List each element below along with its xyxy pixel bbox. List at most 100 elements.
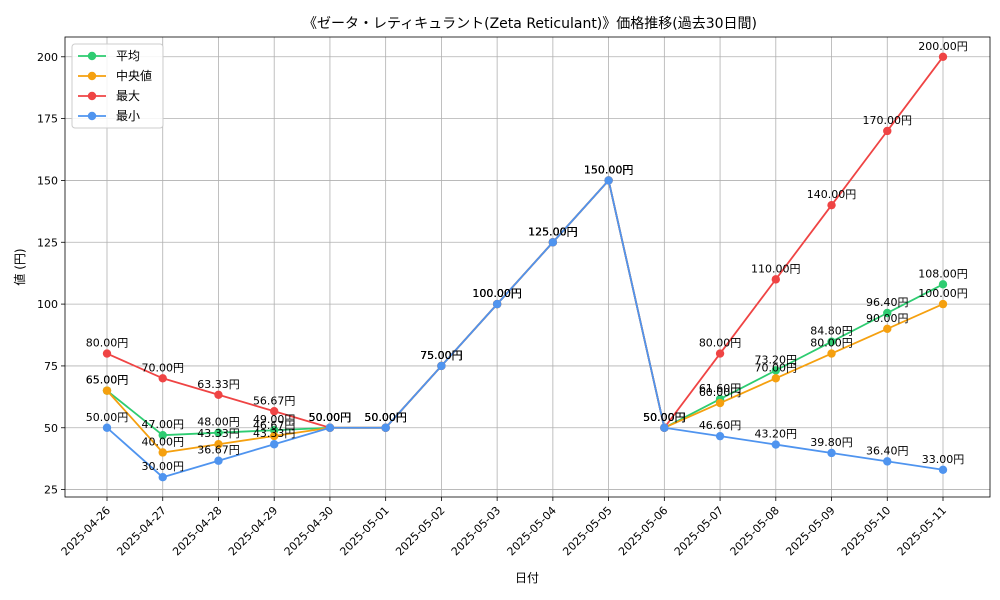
legend-swatch-marker bbox=[87, 111, 97, 121]
legend-item: 最小 bbox=[78, 109, 140, 123]
data-label: 140.00円 bbox=[807, 188, 857, 201]
data-point bbox=[214, 428, 223, 437]
data-point bbox=[381, 423, 390, 432]
x-tick-label: 2025-04-27 bbox=[114, 504, 168, 558]
data-label: 96.40円 bbox=[866, 296, 909, 309]
x-tick-label: 2025-05-09 bbox=[783, 504, 837, 558]
y-axis-label: 値 (円) bbox=[12, 248, 27, 285]
data-label: 50.00円 bbox=[643, 411, 686, 424]
x-tick-label: 2025-05-08 bbox=[728, 504, 782, 558]
data-point bbox=[270, 407, 279, 416]
data-label: 100.00円 bbox=[918, 287, 968, 300]
data-label: 46.60円 bbox=[699, 419, 742, 432]
grid bbox=[65, 37, 990, 497]
x-tick-label: 2025-05-07 bbox=[672, 504, 726, 558]
data-label: 75.00円 bbox=[420, 349, 463, 362]
data-point bbox=[158, 374, 167, 383]
data-label: 36.67円 bbox=[197, 444, 240, 457]
data-point bbox=[325, 423, 335, 432]
legend-box bbox=[71, 43, 164, 129]
x-tick-label: 2025-04-28 bbox=[170, 504, 224, 558]
data-label: 73.20円 bbox=[755, 353, 798, 366]
y-tick-label: 100 bbox=[37, 298, 58, 311]
data-label: 75.00円 bbox=[420, 349, 463, 362]
data-point bbox=[771, 366, 780, 375]
data-label: 33.00円 bbox=[922, 453, 965, 466]
data-label: 100.00円 bbox=[472, 287, 522, 300]
y-axis: 25 50 75 100 125 150 175 200 bbox=[37, 51, 65, 497]
y-tick-label: 150 bbox=[37, 174, 58, 187]
data-label: 150.00円 bbox=[584, 163, 634, 176]
data-label: 49.00円 bbox=[253, 413, 296, 426]
data-point bbox=[827, 349, 836, 358]
x-tick-label: 2025-05-02 bbox=[393, 504, 447, 558]
data-label: 80.00円 bbox=[86, 337, 129, 350]
data-label: 30.00円 bbox=[141, 460, 184, 473]
series-line bbox=[106, 178, 944, 454]
y-tick-label: 25 bbox=[44, 484, 58, 497]
data-label: 50.00円 bbox=[364, 411, 407, 424]
data-point bbox=[715, 398, 725, 408]
data-point bbox=[715, 349, 725, 358]
legend-label: 最大 bbox=[116, 89, 140, 103]
legend-swatch-marker bbox=[87, 71, 97, 81]
data-point bbox=[883, 457, 892, 466]
data-label: 108.00円 bbox=[918, 267, 968, 280]
x-tick-label: 2025-04-26 bbox=[59, 504, 113, 558]
data-point bbox=[771, 275, 780, 284]
data-label: 80.00円 bbox=[699, 337, 742, 350]
y-tick-label: 125 bbox=[37, 236, 58, 249]
legend-swatch-marker bbox=[87, 51, 97, 61]
data-point bbox=[437, 361, 446, 371]
legend-swatch-marker bbox=[87, 91, 97, 101]
data-point bbox=[214, 440, 223, 449]
data-label: 125.00円 bbox=[528, 225, 578, 238]
data-label: 63.33円 bbox=[197, 378, 240, 391]
data-point bbox=[883, 126, 892, 136]
data-label: 100.00円 bbox=[472, 287, 522, 300]
data-label: 125.00円 bbox=[528, 225, 578, 238]
data-label: 39.80円 bbox=[810, 436, 853, 449]
data-point bbox=[827, 337, 836, 346]
series-line bbox=[106, 178, 944, 479]
x-axis: 2025-04-26 2025-04-27 2025-04-28 2025-04-29… bbox=[59, 497, 949, 558]
data-point bbox=[102, 349, 112, 358]
x-tick-label: 2025-05-11 bbox=[895, 504, 949, 558]
data-label: 50.00円 bbox=[643, 411, 686, 424]
data-label: 60.00円 bbox=[699, 386, 742, 399]
chart-title: 《ゼータ・レティキュラント(Zeta Reticulant)》価格推移(過去30… bbox=[303, 16, 757, 32]
data-label: 50.00円 bbox=[309, 411, 352, 424]
x-tick-label: 2025-05-05 bbox=[560, 504, 614, 558]
data-point bbox=[938, 52, 948, 61]
data-label: 110.00円 bbox=[751, 262, 801, 275]
data-point bbox=[158, 473, 167, 482]
data-label: 61.60円 bbox=[699, 382, 742, 395]
series-line bbox=[106, 178, 944, 437]
series-4 bbox=[102, 176, 948, 482]
data-point bbox=[158, 430, 167, 440]
data-point bbox=[548, 238, 558, 247]
data-label: 125.00円 bbox=[528, 225, 578, 238]
plot-frame bbox=[64, 36, 991, 498]
data-label: 40.00円 bbox=[141, 435, 184, 448]
y-tick-label: 50 bbox=[44, 422, 58, 435]
data-label: 100.00円 bbox=[472, 287, 522, 300]
data-label: 170.00円 bbox=[863, 114, 913, 127]
data-point bbox=[270, 431, 279, 441]
data-label: 48.00円 bbox=[197, 416, 240, 429]
data-label: 150.00円 bbox=[584, 163, 634, 176]
legend-label: 中央値 bbox=[116, 68, 152, 83]
data-point bbox=[492, 299, 502, 309]
data-label: 70.00円 bbox=[755, 361, 798, 374]
data-label: 36.40円 bbox=[866, 444, 909, 457]
data-label: 150.00円 bbox=[584, 163, 634, 176]
series-1 bbox=[102, 176, 948, 440]
data-point bbox=[827, 200, 836, 210]
data-point bbox=[270, 426, 279, 435]
data-point bbox=[715, 431, 725, 441]
data-point bbox=[883, 324, 892, 334]
data-label: 90.00円 bbox=[866, 312, 909, 325]
x-tick-label: 2025-04-30 bbox=[282, 504, 336, 558]
data-label: 50.00円 bbox=[86, 411, 129, 424]
